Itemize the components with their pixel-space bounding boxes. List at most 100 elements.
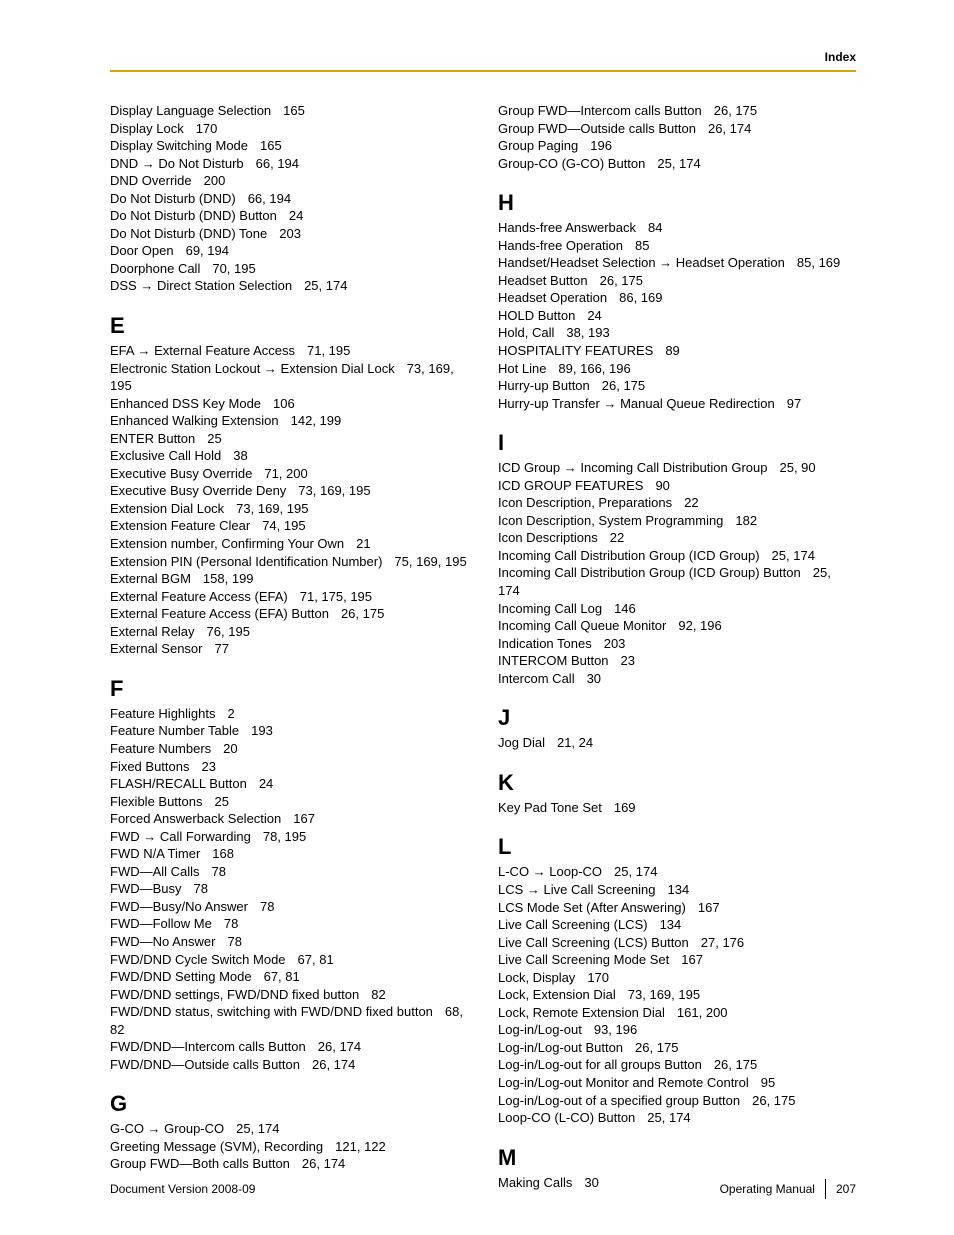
index-pages: 66, 194 (256, 156, 299, 171)
index-term: Lock, Display (498, 970, 575, 985)
index-pages: 22 (684, 495, 698, 510)
index-entry: EFA → External Feature Access71, 195 (110, 342, 468, 360)
index-pages: 73, 169, 195 (628, 987, 700, 1002)
index-entry: Lock, Remote Extension Dial161, 200 (498, 1004, 856, 1022)
index-pages: 25, 174 (304, 278, 347, 293)
index-term: FWD/DND status, switching with FWD/DND f… (110, 1004, 433, 1019)
index-entry: Live Call Screening (LCS)134 (498, 916, 856, 934)
index-entry: FWD/DND—Outside calls Button26, 174 (110, 1056, 468, 1074)
index-entry: Electronic Station Lockout → Extension D… (110, 360, 468, 395)
index-term: Forced Answerback Selection (110, 811, 281, 826)
index-entry: Key Pad Tone Set169 (498, 799, 856, 817)
index-entry: Group-CO (G-CO) Button25, 174 (498, 155, 856, 173)
index-pages: 142, 199 (291, 413, 342, 428)
header-divider (110, 70, 856, 72)
index-term: Doorphone Call (110, 261, 200, 276)
index-pages: 134 (660, 917, 682, 932)
index-term: LCS → Live Call Screening (498, 882, 656, 897)
index-pages: 77 (215, 641, 229, 656)
index-term: FWD—Busy/No Answer (110, 899, 248, 914)
index-term: Flexible Buttons (110, 794, 203, 809)
index-pages: 26, 174 (302, 1156, 345, 1171)
index-pages: 20 (223, 741, 237, 756)
index-term: External Feature Access (EFA) (110, 589, 288, 604)
index-entry: Group FWD—Both calls Button26, 174 (110, 1155, 468, 1173)
index-pages: 203 (279, 226, 301, 241)
index-term: ENTER Button (110, 431, 195, 446)
index-pages: 170 (196, 121, 218, 136)
index-entry: FWD—No Answer78 (110, 933, 468, 951)
index-pages: 78 (260, 899, 274, 914)
index-pages: 169 (614, 800, 636, 815)
index-pages: 67, 81 (298, 952, 334, 967)
index-pages: 203 (604, 636, 626, 651)
index-entry: FWD/DND Setting Mode67, 81 (110, 968, 468, 986)
index-entry: Display Switching Mode165 (110, 137, 468, 155)
index-term: Hold, Call (498, 325, 554, 340)
index-term: INTERCOM Button (498, 653, 609, 668)
index-entry: Do Not Disturb (DND) Tone 203 (110, 225, 468, 243)
index-term: Log-in/Log-out (498, 1022, 582, 1037)
index-pages: 92, 196 (678, 618, 721, 633)
index-term: External BGM (110, 571, 191, 586)
index-term: Exclusive Call Hold (110, 448, 221, 463)
index-term: Incoming Call Distribution Group (ICD Gr… (498, 548, 760, 563)
index-pages: 97 (787, 396, 801, 411)
index-entry: Lock, Extension Dial73, 169, 195 (498, 986, 856, 1004)
index-entry: HOSPITALITY FEATURES89 (498, 342, 856, 360)
index-pages: 165 (283, 103, 305, 118)
index-term: Hands-free Answerback (498, 220, 636, 235)
index-term: External Relay (110, 624, 195, 639)
index-pages: 193 (251, 723, 273, 738)
index-entry: INTERCOM Button23 (498, 652, 856, 670)
index-term: Incoming Call Log (498, 601, 602, 616)
index-entry: Doorphone Call 70, 195 (110, 260, 468, 278)
index-pages: 78, 195 (263, 829, 306, 844)
index-pages: 38 (233, 448, 247, 463)
index-entry: Display Lock170 (110, 120, 468, 138)
index-entry: Headset Operation86, 169 (498, 289, 856, 307)
index-term: ICD GROUP FEATURES (498, 478, 643, 493)
index-term: Display Switching Mode (110, 138, 248, 153)
index-pages: 78 (212, 864, 226, 879)
index-term: Group-CO (G-CO) Button (498, 156, 645, 171)
index-entry: FWD/DND settings, FWD/DND fixed button82 (110, 986, 468, 1004)
index-term: Do Not Disturb (DND) (110, 191, 236, 206)
index-letter-heading: I (498, 430, 856, 456)
index-entry: ICD Group → Incoming Call Distribution G… (498, 459, 856, 477)
index-term: FWD → Call Forwarding (110, 829, 251, 844)
index-entry: Loop-CO (L-CO) Button25, 174 (498, 1109, 856, 1127)
index-entry: FWD → Call Forwarding 78, 195 (110, 828, 468, 846)
index-entry: Incoming Call Log146 (498, 600, 856, 618)
index-entry: FWD/DND status, switching with FWD/DND f… (110, 1003, 468, 1038)
index-term: Door Open (110, 243, 174, 258)
index-term: Icon Description, Preparations (498, 495, 672, 510)
index-pages: 167 (293, 811, 315, 826)
footer-separator (825, 1179, 826, 1199)
index-pages: 25, 90 (780, 460, 816, 475)
index-pages: 170 (587, 970, 609, 985)
index-entry: Log-in/Log-out93, 196 (498, 1021, 856, 1039)
index-pages: 85, 169 (797, 255, 840, 270)
index-entry: Hot Line89, 166, 196 (498, 360, 856, 378)
index-pages: 89 (665, 343, 679, 358)
index-term: FWD—Follow Me (110, 916, 212, 931)
index-term: Live Call Screening Mode Set (498, 952, 669, 967)
index-term: Do Not Disturb (DND) Tone (110, 226, 267, 241)
index-term: Lock, Remote Extension Dial (498, 1005, 665, 1020)
index-pages: 106 (273, 396, 295, 411)
index-term: Enhanced DSS Key Mode (110, 396, 261, 411)
index-term: Feature Numbers (110, 741, 211, 756)
index-entry: External Feature Access (EFA) Button26, … (110, 605, 468, 623)
index-pages: 71, 195 (307, 343, 350, 358)
index-term: FWD—Busy (110, 881, 182, 896)
index-pages: 85 (635, 238, 649, 253)
index-pages: 168 (212, 846, 234, 861)
index-term: External Feature Access (EFA) Button (110, 606, 329, 621)
index-term: Fixed Buttons (110, 759, 190, 774)
index-pages: 70, 195 (212, 261, 255, 276)
index-term: DSS → Direct Station Selection (110, 278, 292, 293)
index-term: Live Call Screening (LCS) Button (498, 935, 689, 950)
index-entry: LCS → Live Call Screening134 (498, 881, 856, 899)
index-pages: 21 (356, 536, 370, 551)
